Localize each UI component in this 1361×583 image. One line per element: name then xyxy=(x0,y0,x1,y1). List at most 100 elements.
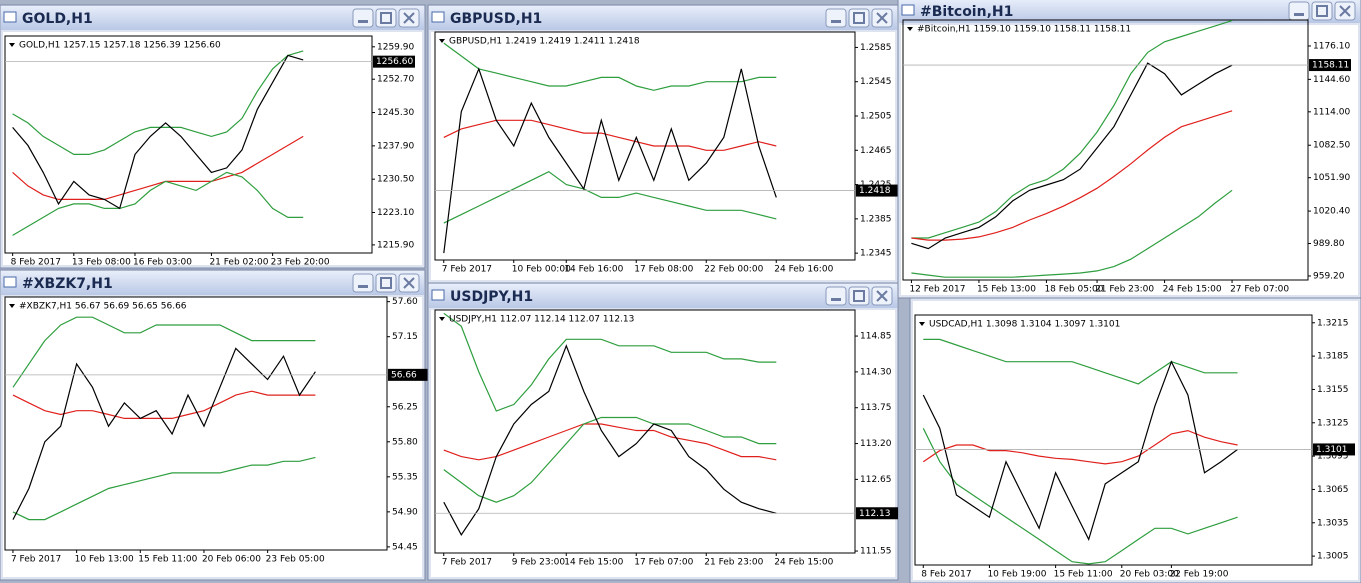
y-tick-label: 1237.90 xyxy=(377,141,414,151)
icon xyxy=(876,290,888,302)
chart-info: USDCAD,H1 1.3098 1.3104 1.3097 1.3101 xyxy=(929,320,1120,330)
x-tick-label: 24 Feb 16:00 xyxy=(774,265,833,275)
y-tick-label: 1245.30 xyxy=(377,108,414,118)
current-price-label: 1158.11 xyxy=(1312,61,1349,71)
x-tick-label: 15 Feb 13:00 xyxy=(977,285,1036,295)
info-arrow xyxy=(439,317,445,321)
x-tick-label: 21 Feb 23:00 xyxy=(1095,285,1154,295)
info-arrow xyxy=(439,39,445,43)
icon xyxy=(358,285,368,288)
chart-info: #Bitcoin,H1 1159.10 1159.10 1158.11 1158… xyxy=(917,25,1131,35)
chart-window: GOLD,H1 1259.90 1252.70 1245.30 1237.90 1230.… xyxy=(0,4,426,269)
price-line xyxy=(12,456,316,521)
minimize-button[interactable] xyxy=(825,286,847,306)
minimize-button[interactable] xyxy=(352,273,374,293)
y-tick-label: 55.35 xyxy=(392,472,418,482)
price-line xyxy=(12,54,304,210)
window-icon xyxy=(431,11,445,23)
y-tick-label: 1.3185 xyxy=(1317,352,1349,362)
maximize-button[interactable] xyxy=(848,286,870,306)
window-title: USDJPY,H1 xyxy=(450,289,533,305)
price-line xyxy=(922,360,1238,542)
y-tick-label: 1.3065 xyxy=(1317,485,1349,495)
y-tick-label: 111.55 xyxy=(860,547,892,557)
price-line xyxy=(911,189,1233,278)
y-tick-label: 1259.90 xyxy=(377,42,414,52)
price-line xyxy=(911,20,1233,239)
maximize-button[interactable] xyxy=(848,8,870,28)
window-title: GOLD,H1 xyxy=(22,11,93,27)
icon xyxy=(876,12,888,24)
icon xyxy=(853,290,865,302)
icon xyxy=(831,20,841,23)
y-tick-label: 1.3155 xyxy=(1317,385,1349,395)
x-tick-label: 14 Feb 16:00 xyxy=(564,265,623,275)
x-tick-label: 20 Feb 06:00 xyxy=(202,555,261,565)
window-title: #XBZK7,H1 xyxy=(22,276,113,292)
y-tick-label: 1114.00 xyxy=(1313,107,1350,117)
price-line xyxy=(443,344,777,536)
icon xyxy=(403,277,415,289)
price-line xyxy=(911,62,1233,250)
x-tick-label: 12 Feb 2017 xyxy=(909,285,965,295)
chart-info: USDJPY,H1 112.07 112.14 112.07 112.13 xyxy=(449,315,634,325)
chart-info: #XBZK7,H1 56.67 56.69 56.65 56.66 xyxy=(19,302,187,312)
price-line xyxy=(923,338,1238,385)
x-tick-label: 22 Feb 00:00 xyxy=(704,265,763,275)
y-tick-label: 1.3095 xyxy=(1317,452,1349,462)
minimize-button[interactable] xyxy=(352,8,374,28)
minimize-button[interactable] xyxy=(825,8,847,28)
price-line xyxy=(12,50,304,155)
current-price-box xyxy=(856,507,898,520)
x-tick-label: 8 Feb 2017 xyxy=(11,258,61,268)
current-price-box xyxy=(856,184,898,197)
plot-border xyxy=(914,314,1313,566)
icon xyxy=(1294,13,1304,16)
current-price-box xyxy=(373,55,415,68)
title-bar xyxy=(429,6,897,30)
maximize-button[interactable] xyxy=(375,273,397,293)
chart-window: 1.3215 1.3185 1.3155 1.3125 1.3095 1.3065 1.30… xyxy=(909,297,1361,583)
chart-area xyxy=(913,301,1358,580)
y-tick-label: 114.30 xyxy=(860,367,892,377)
current-price-box xyxy=(1313,443,1355,456)
y-tick-label: 989.80 xyxy=(1313,239,1345,249)
info-arrow xyxy=(9,43,15,47)
y-tick-label: 1230.50 xyxy=(377,175,414,185)
maximize-button[interactable] xyxy=(1311,1,1333,21)
x-tick-label: 23 Feb 05:00 xyxy=(266,555,325,565)
current-price-box xyxy=(1309,59,1351,72)
title-bar xyxy=(429,284,897,308)
icon xyxy=(853,12,865,24)
maximize-button[interactable] xyxy=(375,8,397,28)
x-tick-label: 7 Feb 2017 xyxy=(442,265,492,275)
y-tick-label: 1.2345 xyxy=(860,249,892,259)
y-tick-label: 1.2545 xyxy=(860,77,892,87)
window-title: GBPUSD,H1 xyxy=(450,11,542,27)
chart-window: #XBZK7,H1 57.60 57.15 56.25 55.80 55.35 54.90 5… xyxy=(0,269,430,581)
y-tick-label: 1223.10 xyxy=(377,208,414,218)
y-tick-label: 55.80 xyxy=(392,437,418,447)
price-line xyxy=(443,42,777,91)
x-tick-label: 22 Feb 19:00 xyxy=(1169,570,1228,580)
info-arrow xyxy=(9,304,15,308)
plot-border xyxy=(434,31,856,261)
x-tick-label: 7 Feb 2017 xyxy=(11,555,61,565)
y-tick-label: 113.20 xyxy=(860,439,892,449)
chart-area xyxy=(431,32,895,280)
current-price-label: 112.13 xyxy=(859,509,891,519)
price-line xyxy=(443,171,777,224)
minimize-button[interactable] xyxy=(1288,1,1310,21)
y-tick-label: 57.60 xyxy=(392,297,418,307)
info-arrow xyxy=(907,27,913,31)
y-tick-label: 112.65 xyxy=(860,475,892,485)
chart-area xyxy=(3,32,422,265)
window-icon xyxy=(431,289,445,301)
y-tick-label: 959.20 xyxy=(1313,271,1345,281)
current-price-label: 1.2418 xyxy=(859,186,891,196)
y-tick-label: 1.3035 xyxy=(1317,518,1349,528)
x-tick-label: 8 Feb 2017 xyxy=(921,570,971,580)
y-tick-label: 1.3215 xyxy=(1317,318,1349,328)
